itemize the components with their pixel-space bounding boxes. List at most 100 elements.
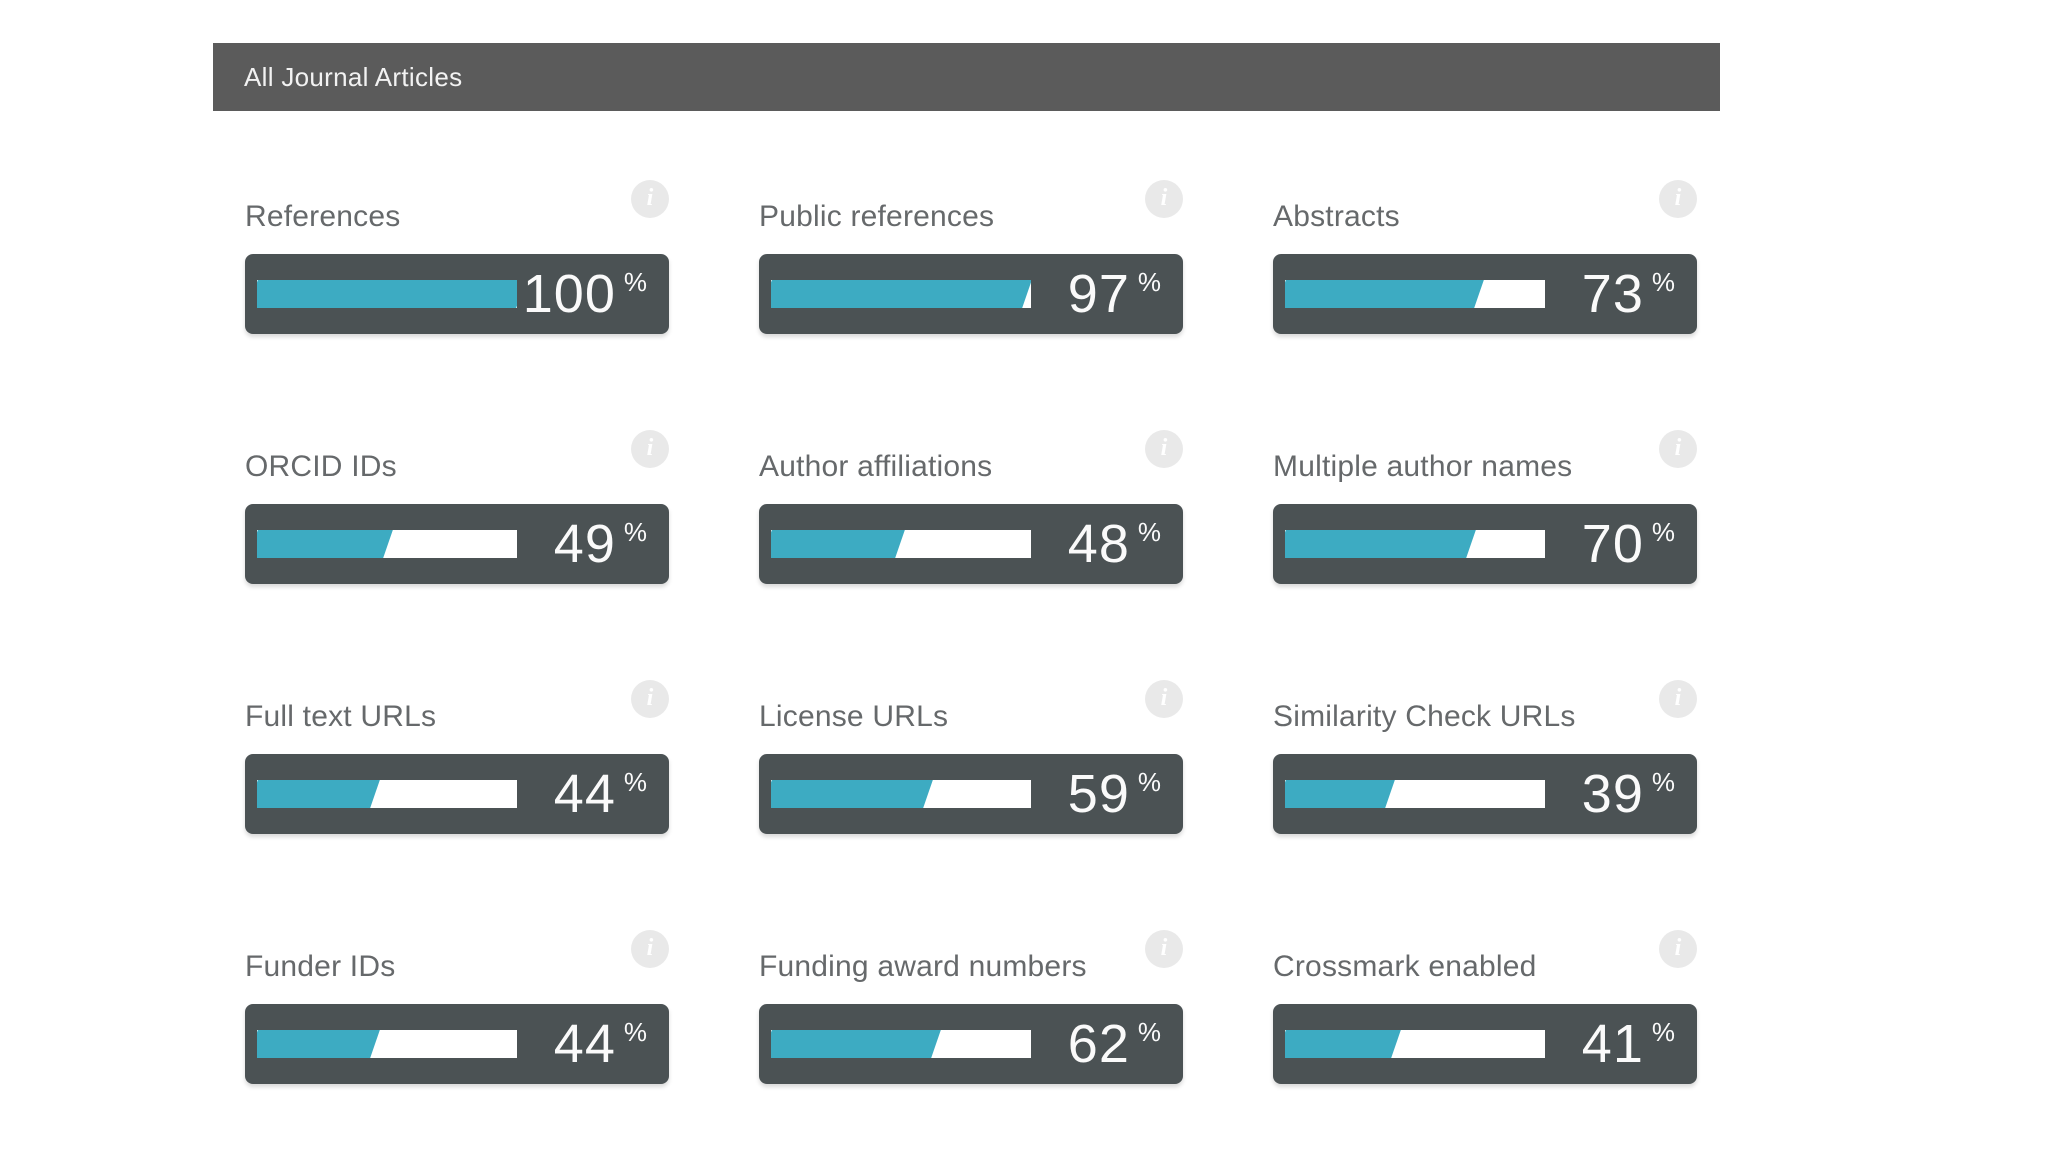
metric-label: Public references: [759, 200, 995, 233]
percent-sign: %: [623, 1016, 647, 1047]
info-icon[interactable]: i: [1659, 680, 1697, 718]
progress-bar: 48 %: [759, 504, 1183, 584]
percent-sign: %: [1137, 1016, 1161, 1047]
progress-bar: 59 %: [759, 754, 1183, 834]
metric-value: 39: [1581, 764, 1644, 824]
metric-label: Crossmark enabled: [1273, 950, 1537, 983]
panel-title: All Journal Articles: [244, 61, 463, 92]
info-icon-glyph: i: [1674, 435, 1682, 461]
metric-card: References i 100 %: [245, 180, 669, 334]
metric-value-group: 97 %: [1031, 254, 1161, 334]
metric-card: ORCID IDs i 49 %: [245, 430, 669, 584]
panel-header: All Journal Articles: [213, 43, 1720, 111]
metric-value-group: 73 %: [1545, 254, 1675, 334]
metric-value-group: 44 %: [517, 754, 647, 834]
info-icon-glyph: i: [646, 935, 654, 961]
metric-label: Author affiliations: [759, 450, 993, 483]
metrics-grid: References i 100 % Public references i: [245, 180, 1697, 1084]
metric-label-row: Full text URLs i: [245, 680, 669, 738]
progress-fill: [771, 280, 1031, 308]
metric-value: 97: [1067, 264, 1130, 324]
metric-card: Author affiliations i 48 %: [759, 430, 1183, 584]
progress-bar: 39 %: [1273, 754, 1697, 834]
progress-fill: [257, 780, 381, 808]
metric-label-row: Multiple author names i: [1273, 430, 1697, 488]
progress-bar: 70 %: [1273, 504, 1697, 584]
info-icon-glyph: i: [646, 185, 654, 211]
metric-card: Similarity Check URLs i 39 %: [1273, 680, 1697, 834]
metric-label: Funding award numbers: [759, 950, 1087, 983]
percent-sign: %: [1137, 266, 1161, 297]
percent-sign: %: [1651, 1016, 1675, 1047]
info-icon[interactable]: i: [1659, 180, 1697, 218]
metric-card: Full text URLs i 44 %: [245, 680, 669, 834]
metric-card: Abstracts i 73 %: [1273, 180, 1697, 334]
progress-fill: [771, 530, 905, 558]
metric-label-row: ORCID IDs i: [245, 430, 669, 488]
metric-label-row: Crossmark enabled i: [1273, 930, 1697, 988]
metric-label: Abstracts: [1273, 200, 1400, 233]
metric-value-group: 59 %: [1031, 754, 1161, 834]
progress-bar: 49 %: [245, 504, 669, 584]
metric-label-row: References i: [245, 180, 669, 238]
progress-track: [257, 530, 517, 558]
progress-track: [257, 280, 517, 308]
metric-label-row: Abstracts i: [1273, 180, 1697, 238]
metric-value: 70: [1581, 514, 1644, 574]
info-icon[interactable]: i: [1145, 180, 1183, 218]
info-icon[interactable]: i: [1145, 680, 1183, 718]
metric-value: 48: [1067, 514, 1130, 574]
percent-sign: %: [1651, 516, 1675, 547]
metric-value: 73: [1581, 264, 1644, 324]
metric-value-group: 49 %: [517, 504, 647, 584]
metric-label: References: [245, 200, 401, 233]
info-icon[interactable]: i: [1145, 930, 1183, 968]
progress-track: [771, 530, 1031, 558]
percent-sign: %: [1137, 516, 1161, 547]
progress-track: [1285, 530, 1545, 558]
metric-label-row: Author affiliations i: [759, 430, 1183, 488]
progress-track: [257, 780, 517, 808]
progress-bar: 100 %: [245, 254, 669, 334]
metric-label: ORCID IDs: [245, 450, 397, 483]
metric-value-group: 41 %: [1545, 1004, 1675, 1084]
info-icon[interactable]: i: [631, 430, 669, 468]
metric-value: 44: [553, 1014, 616, 1074]
info-icon[interactable]: i: [1659, 430, 1697, 468]
percent-sign: %: [623, 266, 647, 297]
info-icon[interactable]: i: [631, 680, 669, 718]
metric-label-row: License URLs i: [759, 680, 1183, 738]
info-icon[interactable]: i: [631, 930, 669, 968]
metric-label-row: Public references i: [759, 180, 1183, 238]
info-icon[interactable]: i: [631, 180, 669, 218]
info-icon[interactable]: i: [1659, 930, 1697, 968]
metric-card: Multiple author names i 70 %: [1273, 430, 1697, 584]
metric-value: 100: [522, 264, 616, 324]
metric-label: Funder IDs: [245, 950, 396, 983]
metric-label-row: Funder IDs i: [245, 930, 669, 988]
metric-card: Public references i 97 %: [759, 180, 1183, 334]
info-icon-glyph: i: [646, 685, 654, 711]
percent-sign: %: [623, 516, 647, 547]
progress-fill: [1285, 530, 1476, 558]
percent-sign: %: [1651, 766, 1675, 797]
progress-bar: 73 %: [1273, 254, 1697, 334]
progress-bar: 97 %: [759, 254, 1183, 334]
metric-value-group: 70 %: [1545, 504, 1675, 584]
progress-track: [771, 280, 1031, 308]
info-icon[interactable]: i: [1145, 430, 1183, 468]
progress-fill: [257, 280, 517, 308]
info-icon-glyph: i: [646, 435, 654, 461]
progress-track: [257, 1030, 517, 1058]
metric-value: 59: [1067, 764, 1130, 824]
progress-track: [1285, 780, 1545, 808]
metric-label: Full text URLs: [245, 700, 437, 733]
info-icon-glyph: i: [1160, 935, 1168, 961]
info-icon-glyph: i: [1160, 685, 1168, 711]
metric-label: Similarity Check URLs: [1273, 700, 1576, 733]
metric-label: License URLs: [759, 700, 949, 733]
progress-fill: [1285, 1030, 1401, 1058]
progress-fill: [771, 1030, 942, 1058]
progress-track: [1285, 1030, 1545, 1058]
info-icon-glyph: i: [1674, 185, 1682, 211]
